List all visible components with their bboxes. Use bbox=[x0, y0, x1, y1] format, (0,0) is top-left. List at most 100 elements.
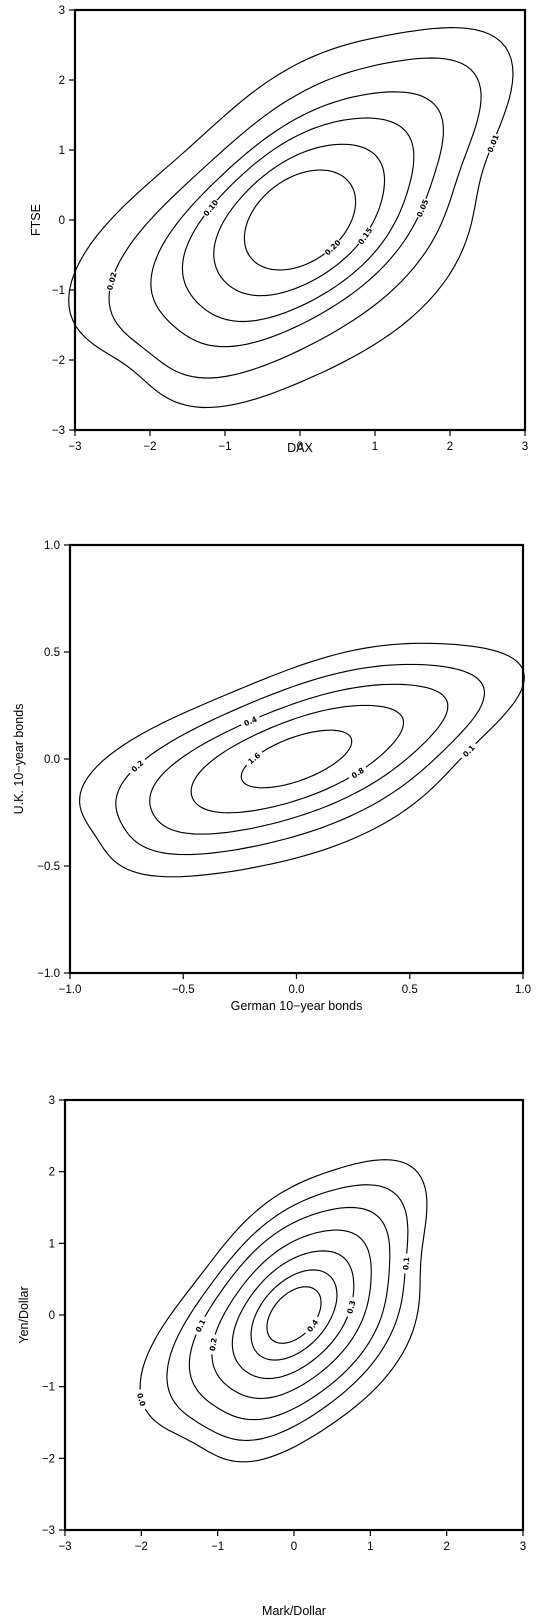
contour-lines bbox=[79, 642, 525, 878]
contour-line bbox=[150, 91, 444, 348]
contour-label-bg bbox=[191, 1314, 210, 1337]
y-tick-label: −2 bbox=[52, 355, 65, 367]
contour-line bbox=[68, 27, 514, 409]
y-tick-label: −2 bbox=[42, 1453, 55, 1465]
y-tick-label: 0 bbox=[49, 1310, 55, 1322]
plot-frame bbox=[73, 8, 527, 432]
contour-labels: 0.00.10.10.20.30.4 bbox=[134, 1253, 412, 1411]
contour-label-text: 0.1 bbox=[401, 1257, 411, 1271]
y-tick-label: 3 bbox=[59, 5, 65, 17]
y-tick-label: 0 bbox=[59, 215, 65, 227]
contour-line bbox=[190, 704, 405, 814]
x-tick-label: −2 bbox=[135, 1541, 148, 1553]
x-tick-label: 0 bbox=[297, 441, 303, 453]
contour-line bbox=[79, 642, 525, 878]
y-axis-title: FTSE bbox=[29, 204, 43, 236]
y-tick-label: 3 bbox=[49, 1095, 55, 1107]
y-tick-label: 1 bbox=[59, 145, 65, 157]
contour-label: 0.0 bbox=[134, 1388, 150, 1411]
y-axis-title: Yen/Dollar bbox=[17, 1286, 31, 1343]
contour-label: 0.3 bbox=[343, 1296, 359, 1318]
x-axis-title: German 10−year bonds bbox=[231, 999, 363, 1013]
contour-line bbox=[139, 1159, 428, 1463]
contour-lines bbox=[139, 1159, 428, 1463]
y-tick-label: 0.5 bbox=[44, 647, 60, 659]
y-tick-label: −1 bbox=[42, 1382, 55, 1394]
contour-label-bg bbox=[134, 1388, 150, 1411]
contour-line bbox=[149, 683, 449, 835]
contour-label-bg bbox=[200, 196, 221, 219]
contour-label: 0.02 bbox=[104, 270, 119, 293]
x-tick-label: 1.0 bbox=[515, 984, 531, 996]
contour-label-text: 0.0 bbox=[135, 1392, 147, 1407]
contour-line bbox=[166, 1184, 409, 1441]
x-tick-label: −1.0 bbox=[59, 984, 82, 996]
contour-line bbox=[115, 663, 485, 856]
contour-line bbox=[181, 117, 415, 323]
x-tick-label: −3 bbox=[68, 441, 81, 453]
x-tick-label: 0.0 bbox=[289, 984, 305, 996]
y-tick-label: −1.0 bbox=[37, 968, 60, 980]
contour-label: 0.4 bbox=[239, 712, 262, 730]
y-tick-label: −3 bbox=[42, 1525, 55, 1537]
contour-label: 0.01 bbox=[484, 132, 502, 155]
contour-label-text: 0.3 bbox=[345, 1300, 357, 1315]
chart-svg: −1.0 −0.5 0.0 0.5 1.0 −1.0 −0.5 0.0 0.5 1.0 German… bbox=[12, 540, 531, 1013]
y-tick-label: 1 bbox=[49, 1238, 55, 1250]
contour-line bbox=[211, 1229, 372, 1399]
y-tick-label: 2 bbox=[49, 1167, 55, 1179]
contour-label: 0.2 bbox=[206, 1333, 220, 1355]
contour-line bbox=[108, 57, 482, 379]
x-tick-label: −2 bbox=[143, 441, 156, 453]
y-tick-label: 1.0 bbox=[44, 540, 60, 552]
plot-frame bbox=[63, 1098, 525, 1532]
y-tick-label: −1 bbox=[52, 285, 65, 297]
contour-label: 0.15 bbox=[354, 224, 375, 247]
x-tick-label: −0.5 bbox=[172, 984, 195, 996]
x-tick-label: −1 bbox=[218, 441, 231, 453]
x-tick-label: 0 bbox=[291, 1541, 297, 1553]
contour-line bbox=[188, 1206, 391, 1421]
x-tick-label: −1 bbox=[211, 1541, 224, 1553]
contour-label: 0.05 bbox=[413, 196, 431, 220]
x-tick-label: 0.5 bbox=[402, 984, 418, 996]
contour-label-bg bbox=[302, 1314, 323, 1337]
contour-line bbox=[243, 169, 357, 271]
x-axis-title: DAX bbox=[287, 441, 313, 455]
chart-svg: −3 −2 −1 0 1 2 3 −3 −2 −1 0 1 2 3 Mark/Dollar Yen/Dolla… bbox=[17, 1095, 526, 1618]
contour-label-text: 0.05 bbox=[415, 198, 430, 219]
contour-chart-dax-ftse: −3 −2 −1 0 1 2 3 −3 −2 −1 0 1 2 3 DAX FTSE 0.01 0.02 0.05 0… bbox=[0, 0, 548, 460]
contour-label-text: 0.02 bbox=[105, 271, 118, 291]
contour-label-bg bbox=[206, 1333, 220, 1355]
contour-label-text: 0.01 bbox=[485, 133, 500, 154]
x-tick-label: 3 bbox=[520, 1541, 526, 1553]
y-tick-label: −3 bbox=[52, 425, 65, 437]
x-tick-label: 3 bbox=[522, 441, 528, 453]
contour-line bbox=[213, 143, 386, 297]
contour-label: 0.1 bbox=[399, 1253, 412, 1274]
contour-line bbox=[240, 729, 353, 789]
contour-label-text: 0.2 bbox=[208, 1337, 219, 1352]
chart-svg: −3 −2 −1 0 1 2 3 −3 −2 −1 0 1 2 3 DAX FTSE 0.01 0.02 0.05 0… bbox=[29, 5, 528, 455]
contour-label-bg bbox=[457, 740, 480, 762]
contour-line bbox=[250, 1269, 338, 1361]
y-tick-label: −0.5 bbox=[37, 861, 60, 873]
contour-label-bg bbox=[126, 755, 148, 777]
contour-label-bg bbox=[354, 224, 375, 247]
x-tick-label: 2 bbox=[447, 441, 453, 453]
contour-lines bbox=[68, 27, 514, 409]
contour-chart-bonds: −1.0 −0.5 0.0 0.5 1.0 −1.0 −0.5 0.0 0.5 1.0 German… bbox=[0, 525, 548, 1025]
contour-label-bg bbox=[104, 270, 119, 293]
x-tick-label: −3 bbox=[58, 1541, 71, 1553]
contour-label-bg bbox=[242, 747, 265, 769]
contour-label-bg bbox=[239, 712, 262, 730]
y-tick-label: 0.0 bbox=[44, 754, 60, 766]
contour-label-bg bbox=[413, 196, 431, 220]
contour-chart-currencies: −3 −2 −1 0 1 2 3 −3 −2 −1 0 1 2 3 Mark/Dollar Yen/Dolla… bbox=[0, 1085, 548, 1621]
contour-label-bg bbox=[399, 1253, 412, 1274]
contour-label-bg bbox=[484, 132, 502, 155]
x-tick-label: 1 bbox=[367, 1541, 373, 1553]
x-tick-label: 2 bbox=[443, 1541, 449, 1553]
contour-label: 0.1 bbox=[191, 1314, 210, 1337]
contour-label-bg bbox=[321, 236, 344, 258]
